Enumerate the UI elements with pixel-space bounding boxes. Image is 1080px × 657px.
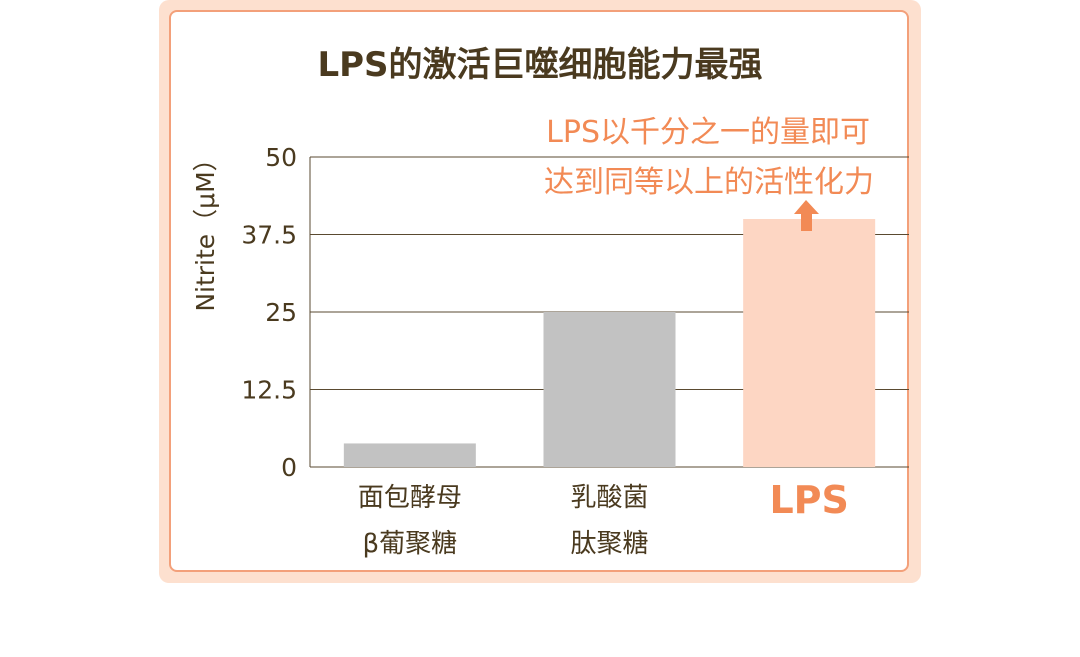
annotation: LPS以千分之一的量即可 达到同等以上的活性化力 [544, 115, 874, 231]
x-category-label: 肽聚糖 [570, 529, 648, 559]
y-tick-label: 50 [265, 143, 297, 172]
chart-title: LPS的激活巨噬细胞能力最强 [317, 45, 762, 85]
annotation-line-2: 达到同等以上的活性化力 [544, 165, 874, 200]
bars [343, 219, 876, 467]
y-axis-label: Nitrite（μM） [191, 146, 220, 311]
bar [343, 443, 476, 467]
x-category-label: 乳酸菌 [570, 483, 648, 513]
x-category-label: 面包酵母 [358, 483, 462, 513]
bar [543, 312, 676, 467]
y-axis-ticks: 0 12.5 25 37.5 50 [241, 143, 297, 482]
x-category-label: β葡聚糖 [363, 529, 458, 559]
y-tick-label: 12.5 [241, 376, 297, 405]
up-arrow-icon [794, 200, 819, 231]
y-tick-label: 25 [265, 298, 297, 327]
y-tick-label: 37.5 [241, 221, 297, 250]
y-tick-label: 0 [281, 453, 297, 482]
x-category-label: LPS [769, 478, 848, 522]
bar [743, 219, 876, 467]
annotation-line-1: LPS以千分之一的量即可 [546, 115, 870, 150]
